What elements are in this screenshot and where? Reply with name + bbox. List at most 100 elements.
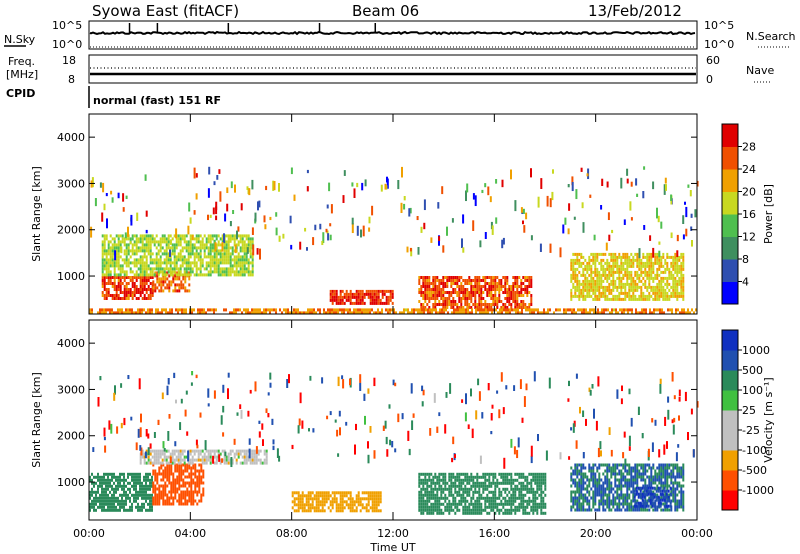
heatmap-cell (139, 258, 142, 262)
heatmap-cell (147, 234, 150, 238)
heatmap-cell (145, 234, 148, 238)
heatmap-cell (149, 508, 151, 512)
heatmap-cell (496, 303, 499, 306)
heatmap-cell (588, 466, 591, 470)
heatmap-cell (446, 300, 449, 303)
heatmap-cell (323, 311, 325, 315)
heatmap-cell (243, 255, 246, 259)
heatmap-cell (169, 267, 172, 271)
heatmap-cell (448, 303, 451, 306)
heatmap-cell (375, 298, 378, 302)
heatmap-cell (233, 234, 236, 238)
heatmap-cell (422, 481, 425, 485)
heatmap-cell (440, 297, 443, 300)
heatmap-cell (576, 505, 579, 509)
heatmap-cell (149, 261, 152, 265)
heatmap-cell (157, 243, 160, 247)
heatmap-cell (590, 475, 593, 479)
heatmap-cell (145, 297, 148, 300)
heatmap-cell (195, 449, 198, 453)
heatmap-cell (584, 285, 587, 289)
heatmap-cell (279, 308, 281, 312)
heatmap-cell (131, 308, 133, 312)
heatmap-cell (235, 461, 238, 465)
heatmap-cell (424, 291, 427, 294)
heatmap-cell (464, 499, 467, 503)
heatmap-cell (151, 502, 153, 506)
heatmap-cell (131, 246, 134, 250)
heatmap-cell (178, 283, 181, 287)
heatmap-cell (368, 227, 371, 232)
heatmap-cell (226, 203, 229, 212)
heatmap-cell (194, 490, 197, 494)
heatmap-cell (454, 502, 457, 506)
heatmap-cell (524, 508, 527, 512)
heatmap-cell (666, 297, 669, 301)
heatmap-cell (267, 308, 269, 312)
heatmap-cell (163, 234, 166, 238)
heatmap-cell (381, 292, 384, 296)
heatmap-cell (143, 273, 146, 277)
heatmap-cell (474, 303, 477, 306)
heatmap-cell (223, 449, 226, 453)
heatmap-cell (675, 311, 677, 315)
heatmap-cell (574, 508, 577, 512)
heatmap-cell (168, 496, 171, 500)
heatmap-cell (117, 478, 119, 482)
heatmap-cell (137, 481, 139, 485)
heatmap-cell (580, 167, 583, 172)
heatmap-cell (194, 469, 197, 473)
heatmap-cell (504, 285, 507, 288)
heatmap-cell (313, 509, 316, 513)
heatmap-cell (168, 481, 171, 485)
heatmap-cell (470, 496, 473, 500)
heatmap-cell (460, 306, 463, 309)
heatmap-cell (205, 255, 208, 259)
heatmap-cell (522, 487, 525, 491)
heatmap-cell (160, 493, 163, 497)
heatmap-cell (137, 276, 140, 279)
heatmap-cell (109, 502, 111, 506)
heatmap-cell (135, 264, 138, 268)
heatmap-cell (152, 490, 155, 494)
heatmap-cell (604, 252, 607, 256)
heatmap-cell (202, 472, 205, 476)
heatmap-cell (195, 252, 198, 256)
heatmap-cell (219, 261, 222, 265)
ytick-label: 1000 (57, 270, 85, 283)
heatmap-cell (339, 500, 342, 504)
heatmap-cell (178, 484, 181, 488)
heatmap-cell (530, 282, 533, 285)
heatmap-cell (119, 472, 121, 476)
heatmap-cell (612, 282, 615, 286)
heatmap-cell (470, 478, 473, 482)
heatmap-cell (656, 285, 659, 289)
heatmap-cell (243, 252, 246, 256)
heatmap-cell (644, 297, 647, 301)
heatmap-cell (120, 246, 123, 254)
heatmap-cell (149, 505, 151, 509)
heatmap-cell (145, 210, 148, 217)
heatmap-cell (590, 466, 593, 470)
heatmap-cell (480, 508, 483, 512)
heatmap-cell (285, 311, 287, 315)
heatmap-cell (466, 279, 469, 282)
heatmap-cell (500, 300, 503, 303)
heatmap-cell (574, 463, 577, 467)
heatmap-cell (490, 282, 493, 285)
heatmap-cell (438, 508, 441, 512)
heatmap-cell (630, 270, 633, 274)
heatmap-cell (149, 240, 152, 244)
heatmap-cell (139, 478, 141, 482)
heatmap-cell (184, 289, 187, 293)
heatmap-cell (182, 496, 185, 500)
heatmap-cell (630, 294, 633, 298)
heatmap-cell (526, 487, 529, 491)
heatmap-cell (371, 301, 374, 305)
heatmap-cell (329, 234, 332, 241)
heatmap-cell (624, 291, 627, 295)
heatmap-cell (420, 303, 423, 306)
heatmap-cell (177, 240, 180, 244)
heatmap-cell (474, 508, 477, 512)
heatmap-cell (156, 499, 159, 503)
